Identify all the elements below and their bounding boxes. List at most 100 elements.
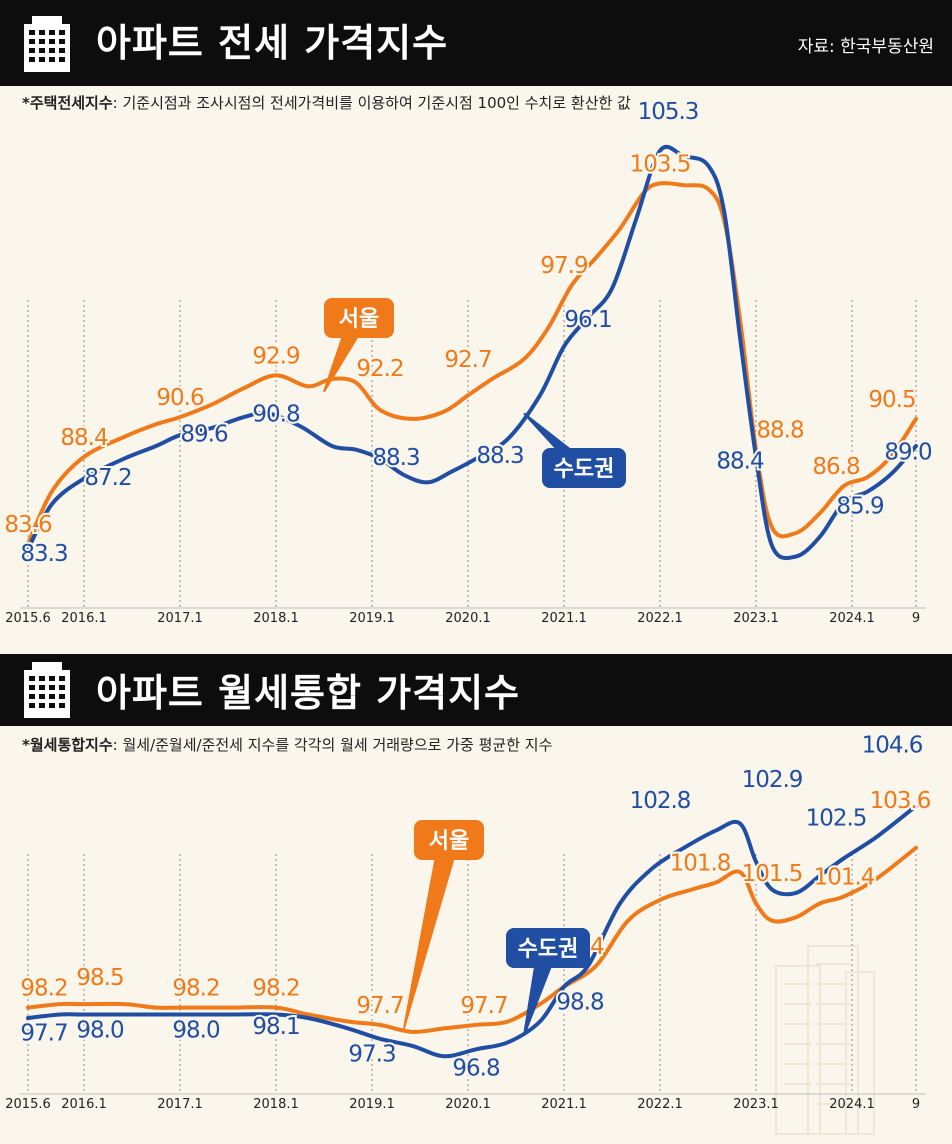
- data-label: 104.6: [862, 732, 923, 758]
- data-label: 101.5: [742, 861, 803, 887]
- apartment-building-icon: [24, 662, 70, 718]
- chart-title: 아파트 월세통합 가격지수: [96, 671, 521, 715]
- data-label: 98.8: [556, 989, 604, 1015]
- data-label: 98.0: [172, 1017, 220, 1043]
- data-label: 90.6: [156, 385, 204, 411]
- note-term: *월세통합지수: [22, 736, 113, 754]
- series-line-capital: [26, 804, 918, 1059]
- x-tick-label: 2024.1: [829, 1097, 875, 1112]
- data-label: 89.0: [884, 439, 932, 465]
- x-tick-label: 2018.1: [253, 1097, 299, 1112]
- series-line-seoul: [26, 181, 918, 546]
- source-label: 자료: 한국부동산원: [797, 37, 934, 57]
- data-label: 90.5: [868, 387, 915, 413]
- data-label: 92.2: [356, 356, 403, 382]
- data-label: 97.3: [348, 1042, 395, 1068]
- data-label: 101.4: [814, 864, 875, 890]
- data-labels-capital: 97.7 98.0 98.0 98.197.396.898.8102.8102.910…: [18, 730, 925, 1083]
- x-tick-label: 2016.1: [61, 1097, 107, 1112]
- tag-label: 서울: [339, 307, 379, 332]
- tag-label: 수도권: [518, 937, 579, 962]
- apartment-building-icon: [24, 16, 70, 72]
- data-label: 102.9: [742, 767, 803, 793]
- data-label: 96.1: [564, 307, 611, 333]
- x-tick-label: 2015.6: [5, 611, 51, 626]
- series-tag-seoul: 서울: [403, 820, 484, 1029]
- jeonse-chart: 2015.6 2016.1 2017.1 2018.1 2019.1 2020.1 2021…: [2, 97, 935, 626]
- data-label: 102.8: [630, 788, 691, 814]
- data-label: 96.8: [452, 1055, 500, 1081]
- x-tick-label: 2021.1: [541, 611, 587, 626]
- title-bar: 아파트 월세통합 가격지수: [0, 654, 952, 726]
- data-label: 98.1: [252, 1014, 299, 1040]
- x-tick-label: 9: [912, 1097, 920, 1112]
- background-building-watermark: [775, 945, 875, 1135]
- x-gridlines: [27, 854, 917, 1094]
- series-line-capital: [26, 144, 918, 561]
- x-axis: 2015.6 2016.1 2017.1 2018.1 2019.1 2020.1 2021…: [5, 1093, 926, 1112]
- data-label: 88.4: [716, 448, 764, 474]
- x-tick-label: 2022.1: [637, 611, 683, 626]
- data-label: 98.0: [76, 1017, 124, 1043]
- tag-box: [542, 448, 626, 488]
- data-label: 98.2: [172, 976, 219, 1002]
- series-tag-seoul: 서울: [323, 298, 394, 393]
- data-label: 88.4: [60, 425, 108, 451]
- x-gridlines: [27, 300, 917, 608]
- data-label: 83.6: [4, 512, 52, 538]
- data-label: 97.7: [20, 1021, 67, 1047]
- data-labels-seoul: 83.6 88.4 90.6 92.9 92.2 92.7 97.9 103.5 88.8 86.…: [2, 149, 918, 539]
- x-tick-label: 2020.1: [445, 1097, 491, 1112]
- x-tick-label: 2020.1: [445, 611, 491, 626]
- data-label: 102.5: [806, 805, 867, 831]
- monthly-rent-chart: 2015.6 2016.1 2017.1 2018.1 2019.1 2020.1 2021…: [5, 730, 934, 1135]
- data-label: 103.6: [870, 788, 931, 814]
- x-tick-label: 9: [912, 611, 920, 626]
- x-tick-label: 2023.1: [733, 1097, 779, 1112]
- index-definition-note: *월세통합지수: 월세/준월세/준전세 지수를 각각의 월세 거래량으로 가중 …: [22, 734, 552, 755]
- data-label: 88.8: [756, 418, 804, 444]
- data-label: 103.5: [630, 151, 691, 177]
- x-tick-label: 2017.1: [157, 1097, 203, 1112]
- x-axis: 2015.6 2016.1 2017.1 2018.1 2019.1 2020.1 2021…: [5, 607, 926, 626]
- data-label: 89.6: [180, 421, 228, 447]
- tag-pointer: [523, 947, 559, 1036]
- title-bar: 아파트 전세 가격지수 자료: 한국부동산원: [0, 0, 952, 86]
- data-label: 105.3: [638, 99, 699, 125]
- x-tick-label: 2021.1: [541, 1097, 587, 1112]
- x-tick-label: 2024.1: [829, 611, 875, 626]
- data-label: 97.7: [460, 993, 507, 1019]
- x-tick-label: 2022.1: [637, 1097, 683, 1112]
- series-tag-capital: 수도권: [523, 412, 626, 488]
- series-line-seoul: [26, 845, 918, 1034]
- x-tick-label: 2016.1: [61, 611, 107, 626]
- note-text: : 기준시점과 조사시점의 전세가격비를 이용하여 기준시점 100인 수치로 …: [112, 94, 631, 112]
- jeonse-panel: 아파트 전세 가격지수 자료: 한국부동산원 *주택전세지수: 기준시점과 조사…: [0, 0, 952, 626]
- x-tick-label: 2019.1: [349, 611, 395, 626]
- data-label: 97.9: [540, 253, 588, 279]
- data-label: 98.2: [20, 976, 67, 1002]
- data-label: 98.2: [252, 976, 299, 1002]
- note-text: : 월세/준월세/준전세 지수를 각각의 월세 거래량으로 가중 평균한 지수: [112, 736, 553, 754]
- x-tick-label: 2015.6: [5, 1097, 51, 1112]
- data-label: 90.8: [252, 401, 300, 427]
- data-labels-capital: 83.3 87.2 89.6 90.8 88.3 88.3 96.1 105.3 88.4 85.…: [18, 97, 935, 569]
- chart-title: 아파트 전세 가격지수: [96, 21, 449, 65]
- x-tick-label: 2023.1: [733, 611, 779, 626]
- data-label: 92.9: [252, 343, 300, 369]
- data-label: 101.8: [670, 851, 731, 877]
- data-label: 92.7: [444, 347, 491, 373]
- data-label: 83.3: [20, 541, 67, 567]
- data-label: 85.9: [836, 494, 884, 520]
- tag-label: 수도권: [554, 457, 615, 482]
- panel-divider: [0, 640, 952, 654]
- data-label: 87.2: [84, 465, 131, 491]
- tag-box: [506, 928, 590, 968]
- tag-box: [414, 820, 484, 860]
- data-label: 88.3: [372, 445, 419, 471]
- index-definition-note: *주택전세지수: 기준시점과 조사시점의 전세가격비를 이용하여 기준시점 10…: [22, 92, 631, 113]
- data-label: 98.5: [76, 965, 123, 991]
- x-tick-label: 2019.1: [349, 1097, 395, 1112]
- monthly-rent-panel: 아파트 월세통합 가격지수 *월세통합지수: 월세/준월세/준전세 지수를 각각…: [0, 654, 952, 1144]
- x-tick-label: 2017.1: [157, 611, 203, 626]
